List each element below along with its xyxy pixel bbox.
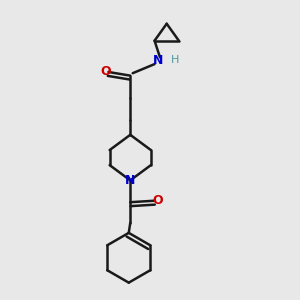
Text: H: H xyxy=(171,56,179,65)
Text: O: O xyxy=(101,64,111,78)
Text: O: O xyxy=(152,194,163,207)
Text: N: N xyxy=(152,54,163,67)
Text: N: N xyxy=(125,174,136,187)
